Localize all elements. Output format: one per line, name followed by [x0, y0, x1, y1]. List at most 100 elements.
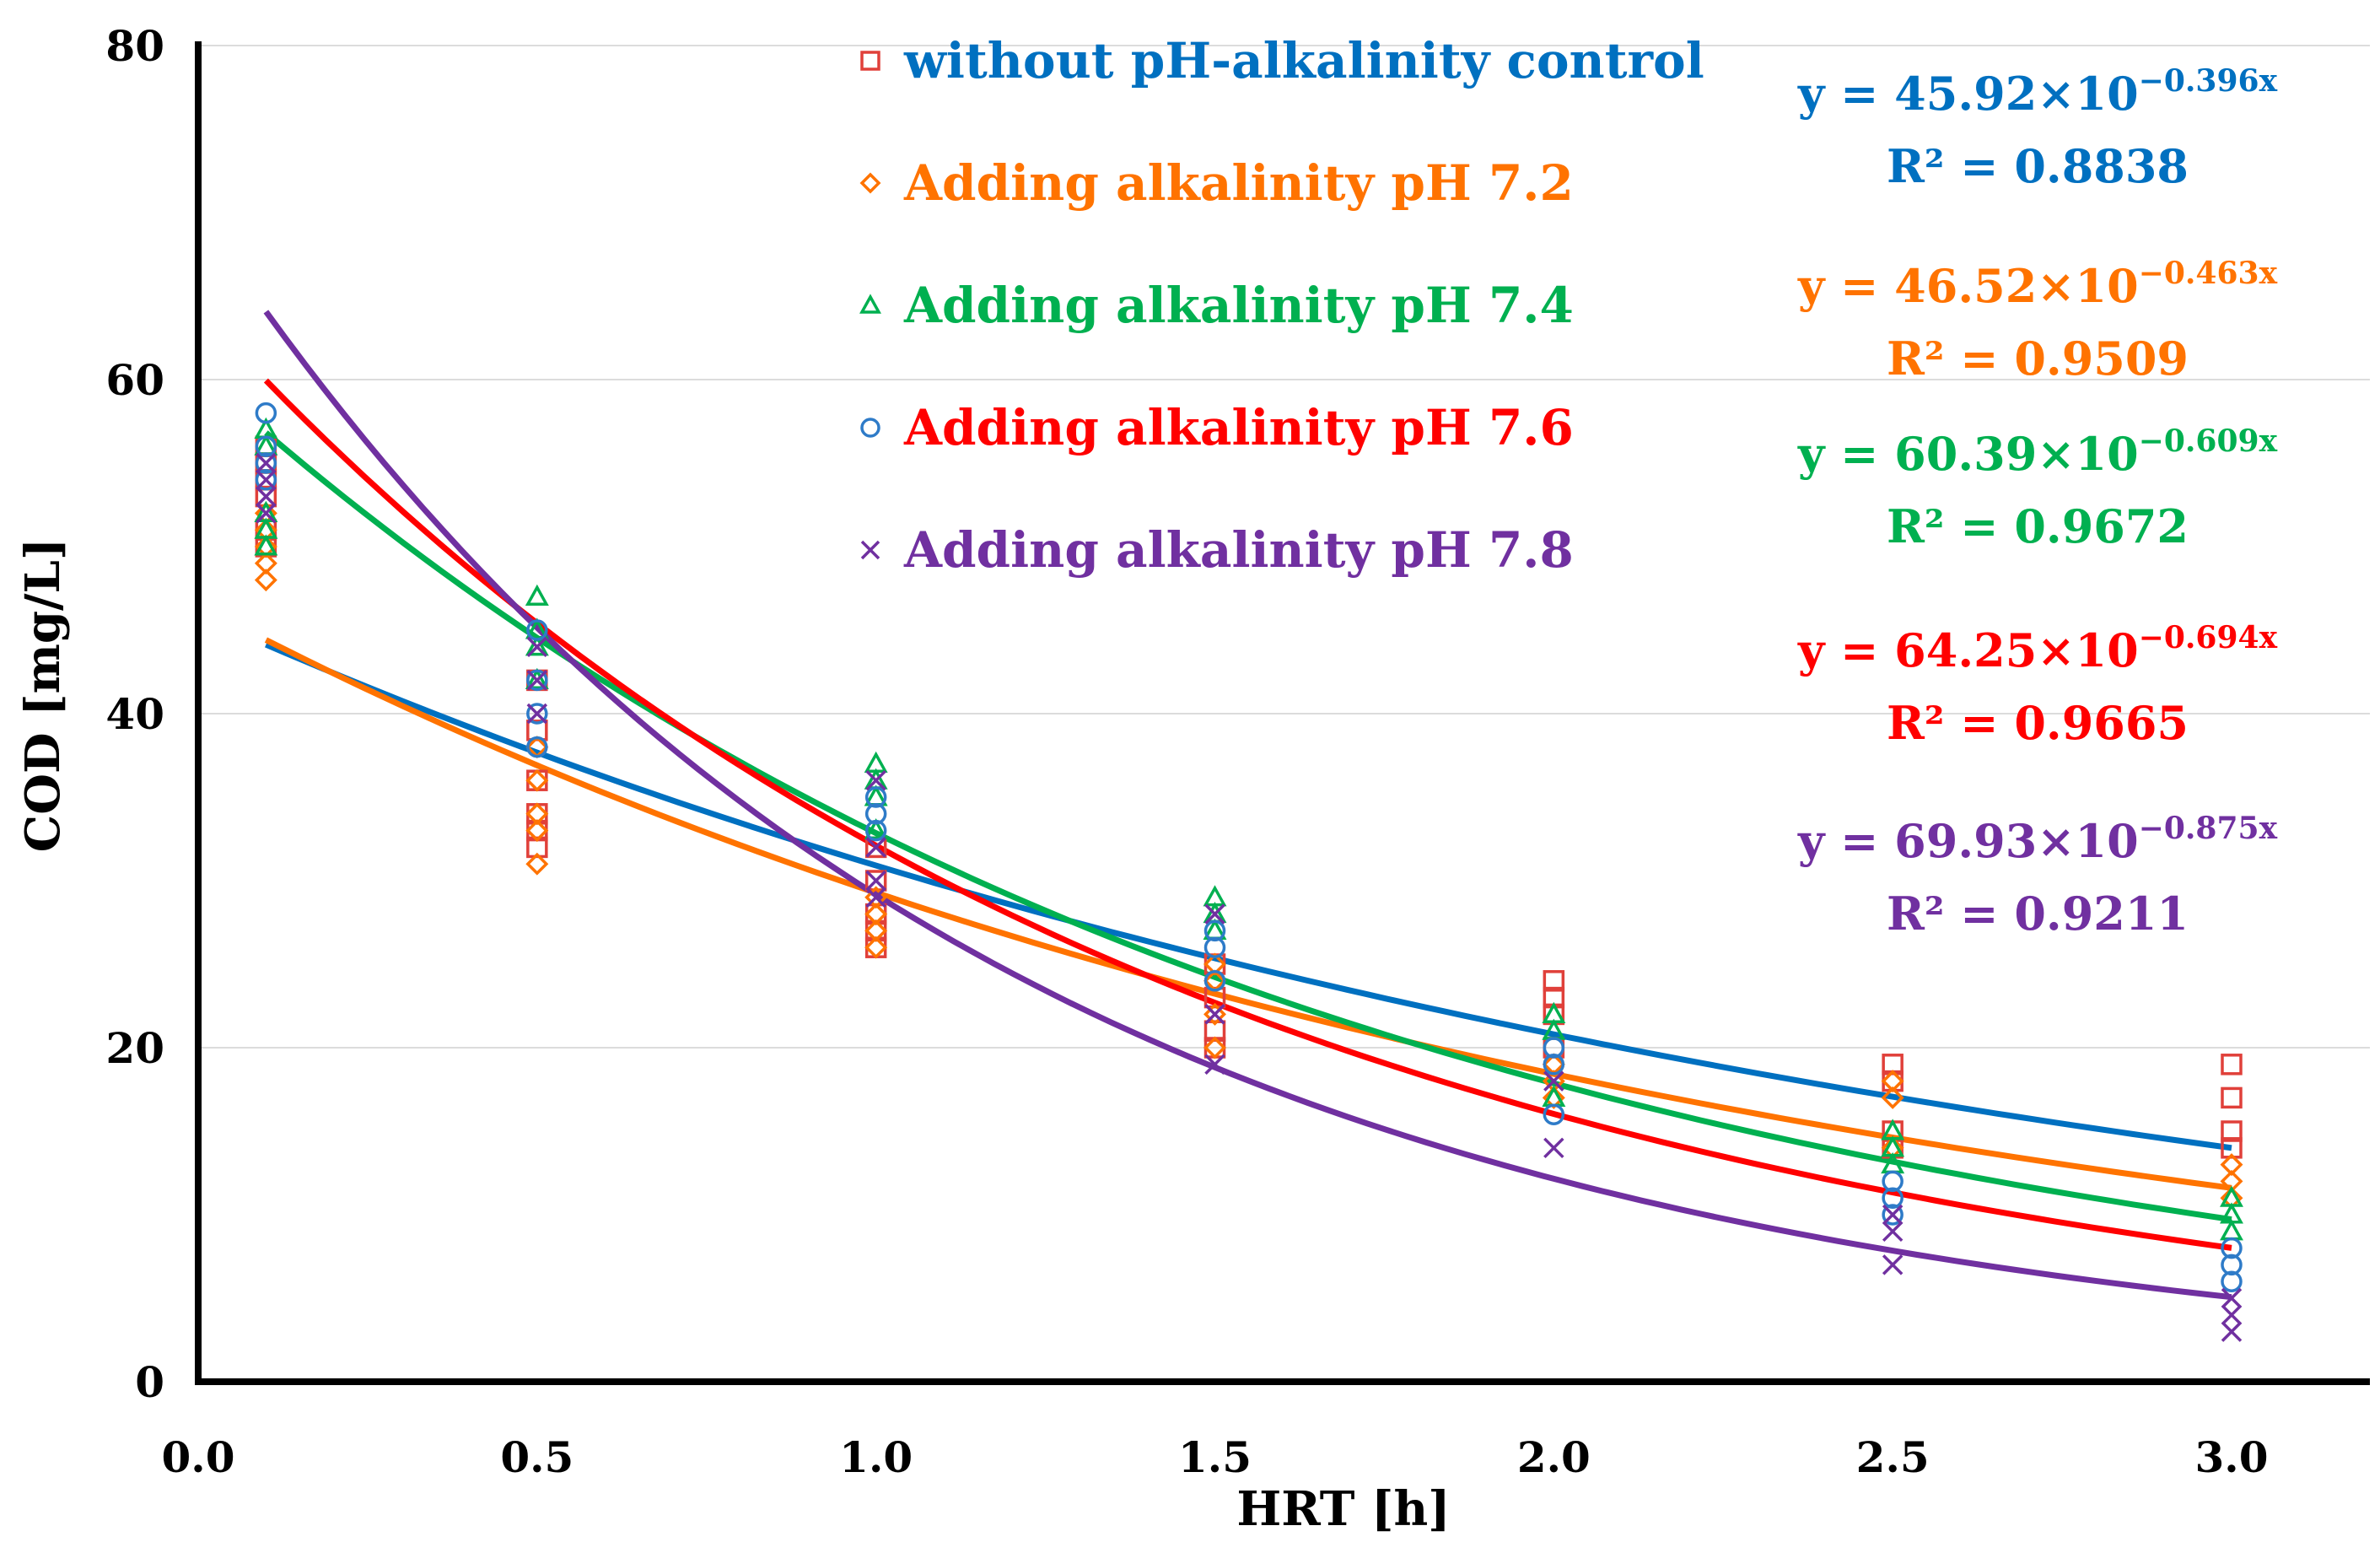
x-axis-label: HRT [h] — [1236, 1481, 1450, 1537]
triangle-marker — [525, 584, 549, 606]
square-marker — [526, 769, 548, 791]
tick-labels: 0 20 40 60 80 0.0 0.5 1.0 1.5 2.0 2.5 3.0 — [105, 21, 2268, 1482]
r-squared: R² = 0.9665 — [1887, 696, 2189, 750]
triangle-marker — [2220, 1219, 2243, 1241]
cross-marker — [860, 540, 880, 560]
equation-exponent: −0.694x — [2139, 620, 2278, 655]
diamond-marker — [864, 919, 888, 942]
x-tick-label: 2.5 — [1856, 1432, 1930, 1482]
square-marker — [2221, 1120, 2243, 1142]
equation-base: y = 60.39×10 — [1797, 427, 2139, 481]
equation-base: y = 64.25×10 — [1797, 623, 2139, 677]
square-marker — [1543, 970, 1565, 992]
circle-marker — [1543, 1103, 1565, 1125]
r-squared: R² = 0.9211 — [1887, 887, 2189, 941]
cross-marker — [865, 870, 886, 892]
cross-marker — [1543, 1070, 1564, 1092]
x-tick-label: 3.0 — [2195, 1432, 2269, 1482]
cross-marker — [2221, 1287, 2243, 1309]
triangle-marker — [254, 534, 278, 556]
y-tick-label: 60 — [105, 355, 164, 405]
diamond-marker — [525, 852, 549, 876]
circle-marker — [1203, 970, 1226, 992]
circle-marker — [1882, 1187, 1903, 1209]
diamond-marker — [864, 903, 888, 926]
diamond-marker — [525, 819, 549, 843]
fit-equation: y = 45.92×10−0.396x — [1797, 63, 2278, 121]
square-marker — [860, 51, 880, 71]
cross-marker — [256, 503, 277, 524]
diamond-marker — [864, 935, 888, 959]
fit-curve-0 — [265, 641, 2232, 1151]
diamond-marker — [1881, 1070, 1904, 1093]
diamond-marker — [525, 768, 549, 792]
circle-marker — [526, 619, 548, 641]
x-tick-label: 1.5 — [1178, 1432, 1252, 1482]
data-points — [254, 402, 2243, 1342]
r-squared: R² = 0.9672 — [1887, 499, 2189, 553]
circle-marker — [1543, 1037, 1565, 1059]
equation-base: y = 45.92×10 — [1797, 67, 2139, 121]
cross-marker — [865, 837, 886, 858]
x-tick-label: 0.0 — [162, 1432, 235, 1482]
circle-marker — [2221, 1270, 2243, 1292]
circle-marker — [1203, 936, 1226, 958]
cross-marker — [256, 486, 277, 507]
fit-curve-3 — [263, 378, 2232, 1251]
triangle-marker — [254, 517, 278, 539]
square-marker — [2221, 1054, 2243, 1076]
x-tick-label: 2.0 — [1517, 1432, 1591, 1482]
legend-label: Adding alkalinity pH 7.8 — [903, 521, 1574, 579]
gridlines — [198, 45, 2370, 1049]
fit-equation: y = 46.52×10−0.463x — [1797, 256, 2278, 313]
cross-marker — [865, 769, 886, 791]
diamond-marker — [864, 886, 888, 909]
triangle-marker — [864, 817, 888, 840]
triangle-marker — [859, 294, 881, 314]
equation-exponent: −0.463x — [2139, 256, 2278, 291]
y-tick-label: 0 — [135, 1357, 164, 1407]
r-squared: R² = 0.8838 — [1887, 139, 2189, 193]
circle-marker — [864, 786, 887, 808]
fit-curve-2 — [264, 430, 2232, 1223]
circle-marker — [255, 435, 277, 457]
equation-exponent: −0.609x — [2139, 423, 2278, 459]
cross-marker — [1204, 1004, 1225, 1025]
y-tick-label: 40 — [105, 689, 164, 739]
legend-label: Adding alkalinity pH 7.4 — [903, 277, 1574, 334]
circle-marker — [255, 452, 277, 474]
circle-marker — [255, 469, 277, 491]
x-tick-label: 0.5 — [500, 1432, 573, 1482]
diamond-marker — [525, 802, 549, 826]
circle-marker — [1882, 1170, 1903, 1193]
y-tick-label: 80 — [105, 21, 164, 71]
square-marker — [2221, 1086, 2243, 1109]
diamond-marker — [1881, 1086, 1904, 1109]
cross-marker — [256, 469, 277, 491]
diamond-marker — [2220, 1153, 2243, 1177]
x-tick-label: 1.0 — [839, 1432, 913, 1482]
equation-base: y = 46.52×10 — [1797, 259, 2139, 313]
circle-marker — [526, 669, 548, 692]
equation-base: y = 69.93×10 — [1797, 814, 2139, 868]
cross-marker — [526, 670, 548, 691]
cross-marker — [256, 452, 277, 474]
diamond-marker — [1203, 1002, 1226, 1026]
legend-label: Adding alkalinity pH 7.2 — [903, 154, 1574, 212]
circle-marker — [1882, 1204, 1903, 1226]
y-tick-label: 20 — [105, 1023, 164, 1073]
fit-equation: y = 60.39×10−0.609x — [1797, 423, 2278, 481]
cross-marker — [865, 887, 886, 908]
circle-marker — [255, 402, 277, 424]
cross-marker — [1204, 1054, 1225, 1076]
fit-equation: y = 69.93×10−0.875x — [1797, 811, 2278, 868]
fit-equations: y = 45.92×10−0.396x R² = 0.8838 y = 46.52×… — [1797, 63, 2278, 941]
circle-marker — [1203, 919, 1226, 942]
circle-marker — [860, 418, 880, 438]
triangle-marker — [525, 667, 549, 689]
circle-marker — [2221, 1237, 2243, 1259]
circle-marker — [526, 703, 548, 725]
fit-curve-4 — [263, 310, 2232, 1301]
diamond-marker — [254, 569, 277, 592]
